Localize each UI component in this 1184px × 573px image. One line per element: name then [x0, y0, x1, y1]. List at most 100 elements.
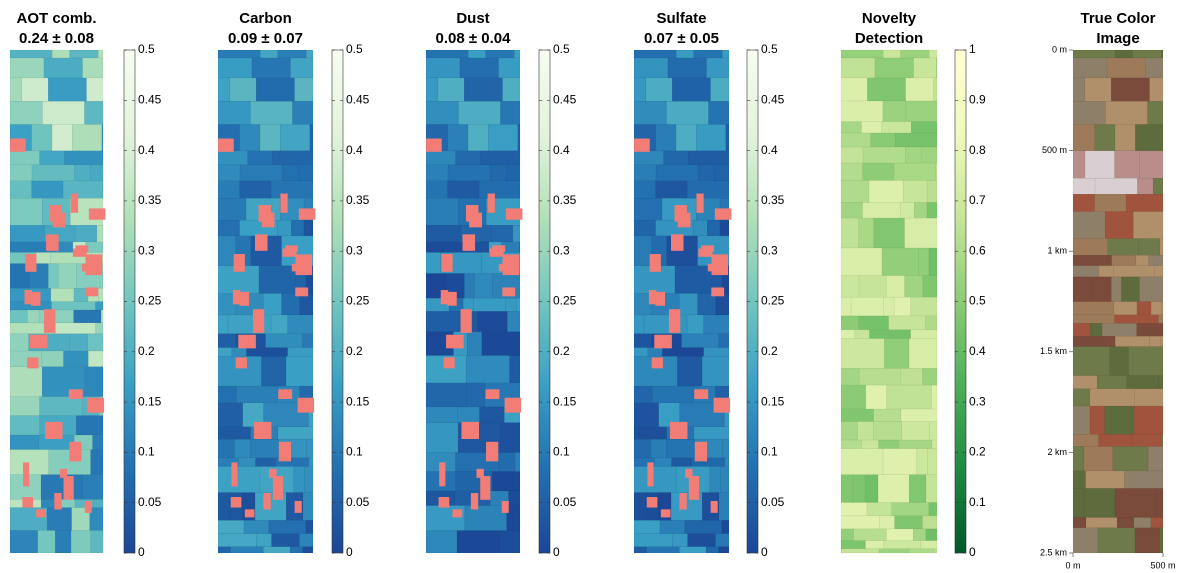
image-field: [885, 275, 905, 298]
image-field: [491, 471, 521, 492]
colorbar-tick-label: 0.6: [969, 243, 986, 257]
image-field: [633, 235, 652, 267]
image-field: [217, 439, 235, 459]
image-field: [69, 333, 89, 352]
image-field: [687, 533, 716, 547]
x-tick-label: 0 m: [1065, 560, 1080, 570]
mask-patch: [489, 248, 504, 257]
image-field: [883, 296, 895, 317]
mask-patch: [439, 462, 446, 487]
image-field: [931, 384, 938, 410]
image-field: [70, 530, 91, 554]
mask-patch: [68, 389, 83, 400]
image-field: [1114, 124, 1136, 152]
image-field: [1072, 446, 1085, 472]
image-field: [261, 356, 287, 387]
image-field: [217, 314, 229, 335]
image-field: [1114, 49, 1133, 59]
image-field: [509, 355, 521, 384]
image-field: [1160, 49, 1164, 59]
image-field: [519, 241, 521, 253]
image-field: [1126, 375, 1159, 390]
image-field: [928, 502, 938, 517]
image-field: [1085, 470, 1125, 489]
mask-patch: [440, 290, 449, 305]
colorbar-tick-label: 0.3: [138, 243, 155, 257]
image-field: [633, 333, 653, 348]
image-field: [698, 164, 715, 182]
image-field: [840, 502, 868, 517]
image-field: [840, 315, 860, 331]
image-field: [299, 293, 314, 316]
image-field: [459, 57, 499, 79]
image-field: [633, 101, 667, 125]
mask-patch: [24, 290, 32, 305]
image-field: [1094, 177, 1138, 195]
image-field: [480, 150, 521, 166]
image-field: [231, 347, 247, 357]
image-field: [425, 197, 459, 226]
image-field: [920, 146, 938, 164]
mask-patch: [476, 468, 484, 478]
image-field: [1096, 375, 1127, 390]
image-field: [250, 439, 279, 459]
image-field: [701, 356, 730, 387]
image-field: [854, 329, 870, 339]
image-field: [270, 314, 288, 335]
colorbar-tick-label: 0.1: [553, 445, 570, 459]
image-field: [1072, 101, 1106, 125]
mask-patch: [480, 476, 491, 500]
image-field: [1098, 434, 1133, 447]
image-field: [217, 385, 237, 404]
image-field: [840, 296, 852, 317]
image-field: [251, 57, 291, 79]
image: [633, 49, 732, 554]
mask-patch: [252, 309, 265, 333]
image-field: [1133, 405, 1164, 435]
image-field: [1104, 405, 1135, 435]
image-field: [1072, 301, 1115, 316]
image-field: [217, 333, 237, 348]
image-field: [858, 315, 889, 331]
image-field: [425, 180, 448, 199]
image-field: [718, 546, 730, 554]
image-field: [1072, 346, 1111, 376]
image-field: [9, 241, 49, 253]
image-field: [217, 101, 251, 125]
image-field: [217, 219, 240, 237]
colorbar-tick-label: 0.25: [553, 294, 577, 308]
mask-patch: [44, 309, 56, 333]
image: [1072, 49, 1164, 554]
image-field: [48, 77, 87, 102]
mask-patch: [88, 208, 106, 220]
image-field: [654, 457, 672, 467]
image-field: [50, 288, 75, 302]
image-field: [217, 347, 233, 357]
image-field: [884, 338, 910, 369]
colorbar-tick-label: 0.3: [969, 394, 986, 408]
colorbar-tick-label: 0.05: [553, 495, 577, 509]
image-field: [1154, 265, 1164, 278]
image-field: [715, 293, 730, 316]
image-field: [84, 366, 104, 397]
image-field: [1098, 265, 1115, 278]
image-field: [63, 350, 89, 368]
image-field: [898, 439, 933, 449]
image-field: [928, 247, 938, 276]
image-field: [1072, 49, 1116, 59]
mask-patch: [677, 212, 691, 228]
image-field: [508, 490, 521, 506]
image-field: [9, 77, 23, 102]
mask-patch: [87, 397, 105, 413]
colorbar-tick-label: 0.5: [138, 42, 155, 56]
mask-patch: [452, 509, 463, 518]
image-field: [1139, 150, 1164, 179]
image-field: [425, 49, 469, 59]
image-field: [96, 474, 104, 500]
image-field: [1145, 57, 1164, 79]
image-field: [488, 124, 519, 152]
colorbar-tick-label: 0.05: [138, 495, 162, 509]
image-field: [840, 421, 858, 441]
image-field: [42, 101, 85, 125]
image-field: [1105, 101, 1148, 125]
